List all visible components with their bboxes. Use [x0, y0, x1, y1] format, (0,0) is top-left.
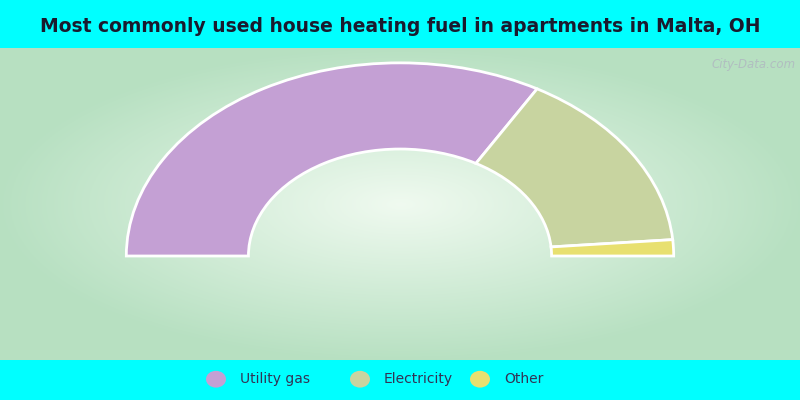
Ellipse shape	[350, 371, 370, 388]
Text: Electricity: Electricity	[384, 372, 453, 386]
Wedge shape	[476, 89, 673, 247]
Text: Other: Other	[504, 372, 543, 386]
Text: Most commonly used house heating fuel in apartments in Malta, OH: Most commonly used house heating fuel in…	[40, 17, 760, 36]
Ellipse shape	[470, 371, 490, 388]
Ellipse shape	[206, 371, 226, 388]
Text: Utility gas: Utility gas	[240, 372, 310, 386]
Wedge shape	[126, 63, 537, 256]
Wedge shape	[551, 240, 674, 256]
Text: City-Data.com: City-Data.com	[712, 58, 796, 71]
